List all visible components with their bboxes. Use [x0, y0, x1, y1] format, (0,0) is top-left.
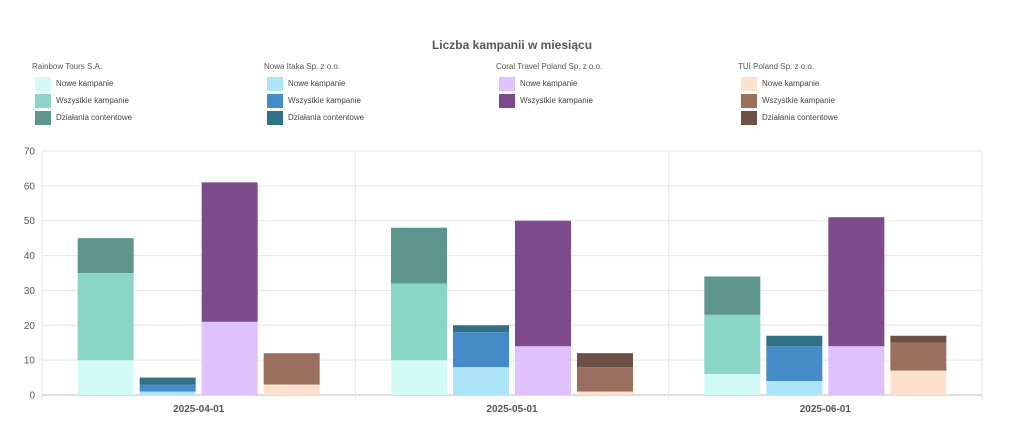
legend-label: Nowe kampanie [520, 79, 578, 88]
y-tick-label: 0 [29, 391, 35, 402]
legend-label: Wszystkie kampanie [56, 96, 129, 105]
legend-label: Nowe kampanie [56, 79, 114, 88]
legend-item[interactable]: Wszystkie kampanie [267, 92, 364, 109]
y-tick-label: 40 [24, 251, 36, 262]
legend-group: Nowa Itaka Sp. z o.o. Nowe kampanie Wszyst… [264, 62, 364, 126]
y-tick-label: 10 [24, 356, 36, 367]
bar-segment [391, 283, 447, 361]
legend-swatch [35, 110, 51, 125]
legend-label: Działania contentowe [56, 113, 133, 122]
bar-segment [577, 367, 633, 392]
bar-segment [201, 321, 258, 395]
legend-item[interactable]: Nowe kampanie [35, 75, 132, 92]
bar-segment [263, 353, 320, 385]
legend-item[interactable]: Działania contentowe [35, 109, 132, 126]
bar-segment [139, 391, 196, 395]
bar-segment [201, 182, 258, 322]
bar-segment [766, 335, 823, 347]
legend-swatch [267, 76, 283, 91]
legend-group-title: Coral Travel Poland Sp. z o.o. [496, 62, 603, 71]
bar-segment [453, 325, 509, 333]
bar-segment [766, 346, 823, 382]
bar-segment [828, 346, 885, 395]
bar-segment [890, 342, 947, 371]
bar-segment [77, 238, 134, 273]
bar-segment [391, 227, 447, 284]
x-tick-label: 2025-06-01 [800, 404, 852, 415]
legend-group: Coral Travel Poland Sp. z o.o. Nowe kampa… [496, 62, 602, 109]
y-tick-label: 70 [24, 147, 36, 158]
bar-segment [704, 314, 761, 375]
legend-item[interactable]: Wszystkie kampanie [741, 92, 838, 109]
legend-label: Działania contentowe [762, 113, 839, 122]
legend-swatch [267, 110, 283, 125]
bar-segment [263, 384, 320, 395]
legend-label: Wszystkie kampanie [288, 96, 361, 105]
legend-item[interactable]: Nowe kampanie [741, 75, 838, 92]
legend-label: Wszystkie kampanie [762, 96, 835, 105]
bar-segment [391, 360, 447, 395]
bar-segment [453, 367, 509, 395]
y-tick-label: 50 [24, 216, 36, 227]
x-tick-label: 2025-04-01 [173, 404, 225, 415]
legend-item[interactable]: Wszystkie kampanie [499, 92, 602, 109]
y-tick-label: 30 [24, 286, 36, 297]
legend-swatch [499, 93, 515, 108]
legend-label: Nowe kampanie [288, 79, 346, 88]
bar-segment [766, 381, 823, 395]
bar-segment [139, 377, 196, 385]
bar-segment [515, 346, 571, 395]
legend-swatch [741, 93, 757, 108]
bar-segment [77, 360, 134, 395]
bar-segment [577, 353, 633, 368]
y-tick-label: 20 [24, 321, 36, 332]
legend-swatch [741, 110, 757, 125]
legend-label: Wszystkie kampanie [520, 96, 593, 105]
legend-item[interactable]: Działania contentowe [741, 109, 838, 126]
legend-item[interactable]: Nowe kampanie [499, 75, 602, 92]
chart-title: Liczba kampanii w miesiącu [431, 38, 593, 52]
legend-swatch [741, 76, 757, 91]
bar-segment [704, 276, 761, 315]
legend-group: Rainbow Tours S.A. Nowe kampanie Wszystkie… [32, 62, 132, 126]
legend-group-title: TUI Poland Sp. z o.o. [738, 62, 815, 71]
legend-label: Nowe kampanie [762, 79, 820, 88]
legend-group-title: Nowa Itaka Sp. z o.o. [264, 62, 341, 71]
legend-swatch [35, 76, 51, 91]
bar-segment [453, 332, 509, 368]
bar-segment [577, 391, 633, 395]
legend-item[interactable]: Nowe kampanie [267, 75, 364, 92]
bar-segment [139, 384, 196, 392]
legend-item[interactable]: Działania contentowe [267, 109, 364, 126]
legend-swatch [499, 76, 515, 91]
legend-group-title: Rainbow Tours S.A. [32, 62, 103, 71]
y-tick-label: 60 [24, 181, 36, 192]
bar-segment [77, 273, 134, 361]
legend-label: Działania contentowe [288, 113, 365, 122]
legend-group: TUI Poland Sp. z o.o. Nowe kampanie Wszyst… [738, 62, 838, 126]
bar-segment [890, 370, 947, 395]
bar-segment [515, 220, 571, 347]
legend-swatch [35, 93, 51, 108]
bar-segment [828, 217, 885, 347]
legend-item[interactable]: Wszystkie kampanie [35, 92, 132, 109]
bar-segment [704, 374, 761, 395]
x-tick-label: 2025-05-01 [486, 404, 538, 415]
legend-swatch [267, 93, 283, 108]
bar-segment [890, 335, 947, 343]
